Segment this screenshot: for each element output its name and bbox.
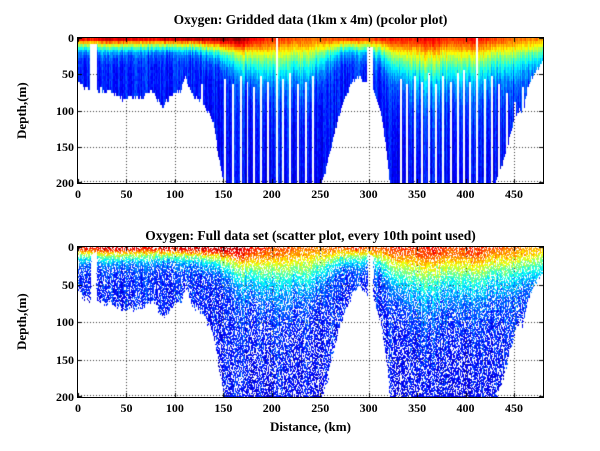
x-tick-label: 350 bbox=[408, 401, 427, 415]
x-tick-label: 300 bbox=[359, 187, 378, 201]
x-tick-label: 300 bbox=[359, 401, 378, 415]
x-tick-label: 100 bbox=[165, 187, 184, 201]
x-tick-label: 450 bbox=[504, 187, 523, 201]
x-tick-label: 250 bbox=[311, 187, 330, 201]
y-tick-label: 50 bbox=[62, 67, 74, 82]
y-tick-label: 50 bbox=[62, 277, 74, 292]
y-tick-label: 100 bbox=[56, 315, 74, 329]
pcolor-plot-canvas bbox=[78, 38, 543, 183]
x-tick-label: 350 bbox=[408, 187, 427, 201]
x-tick-label: 200 bbox=[262, 187, 281, 201]
x-tick-label: 400 bbox=[456, 401, 475, 415]
plot1-frame bbox=[77, 37, 544, 184]
plot2-frame bbox=[77, 246, 544, 398]
y-tick-label: 150 bbox=[56, 352, 74, 367]
x-tick-label: 50 bbox=[120, 187, 133, 201]
x-tick-label: 200 bbox=[262, 401, 281, 415]
y-tick-label: 0 bbox=[68, 31, 74, 45]
y-tick-label: 0 bbox=[68, 240, 74, 254]
x-tick-label: 400 bbox=[456, 187, 475, 201]
y-tick-label: 200 bbox=[56, 176, 74, 190]
x-tick-label: 250 bbox=[311, 401, 330, 415]
x-tick-label: 450 bbox=[504, 401, 523, 415]
y-tick-label: 100 bbox=[56, 103, 74, 118]
x-tick-label: 150 bbox=[214, 401, 233, 415]
x-tick-label: 150 bbox=[214, 187, 233, 201]
plot2-ylabel: Depth,(m) bbox=[14, 293, 29, 351]
y-tick-label: 150 bbox=[56, 139, 74, 154]
x-axis-label: Distance, (km) bbox=[270, 419, 351, 434]
plot1-title: Oxygen: Gridded data (1km x 4m) (pcolor … bbox=[173, 12, 448, 27]
plot1-ylabel: Depth,(m) bbox=[14, 82, 29, 140]
x-tick-label: 0 bbox=[75, 401, 81, 415]
x-tick-label: 100 bbox=[165, 401, 184, 415]
x-tick-label: 50 bbox=[120, 401, 133, 415]
x-tick-label: 0 bbox=[75, 187, 81, 201]
plot2-title: Oxygen: Full data set (scatter plot, eve… bbox=[145, 228, 476, 243]
y-tick-label: 200 bbox=[56, 390, 74, 404]
scatter-plot-canvas bbox=[78, 247, 543, 397]
